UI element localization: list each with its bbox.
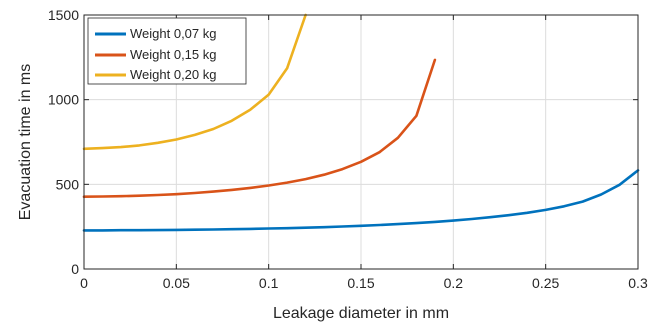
legend-box [87,17,247,85]
series-line-2 [82,13,307,151]
series-line-1 [82,58,437,198]
x-tick-label: 0.05 [163,275,190,291]
series-lines [82,13,640,232]
series-line-0 [82,169,640,232]
y-tick-label: 1000 [48,92,79,108]
x-tick-label: 0.15 [347,275,374,291]
x-axis-label: Leakage diameter in mm [273,305,449,322]
x-tick-label: 0.3 [628,275,648,291]
y-tick-label: 0 [71,261,79,277]
y-axis-label: Evacuation time in ms [17,64,34,221]
y-tick-label: 1500 [48,7,79,23]
legend-label-0: Weight 0,07 kg [130,26,216,41]
x-tick-label: 0.25 [532,275,559,291]
tick-labels: 0 0.05 0.1 0.15 0.2 0.25 0.3 0 500 1000 1500 [48,7,648,291]
legend: Weight 0,07 kg Weight 0,15 kg Weight 0,2… [87,17,247,85]
x-tick-label: 0.1 [259,275,279,291]
x-tick-label: 0 [80,275,88,291]
y-tick-label: 500 [56,176,80,192]
axis-ticks [83,14,639,270]
legend-label-2: Weight 0,20 kg [130,67,216,82]
x-tick-label: 0.2 [444,275,464,291]
legend-label-1: Weight 0,15 kg [130,47,216,62]
